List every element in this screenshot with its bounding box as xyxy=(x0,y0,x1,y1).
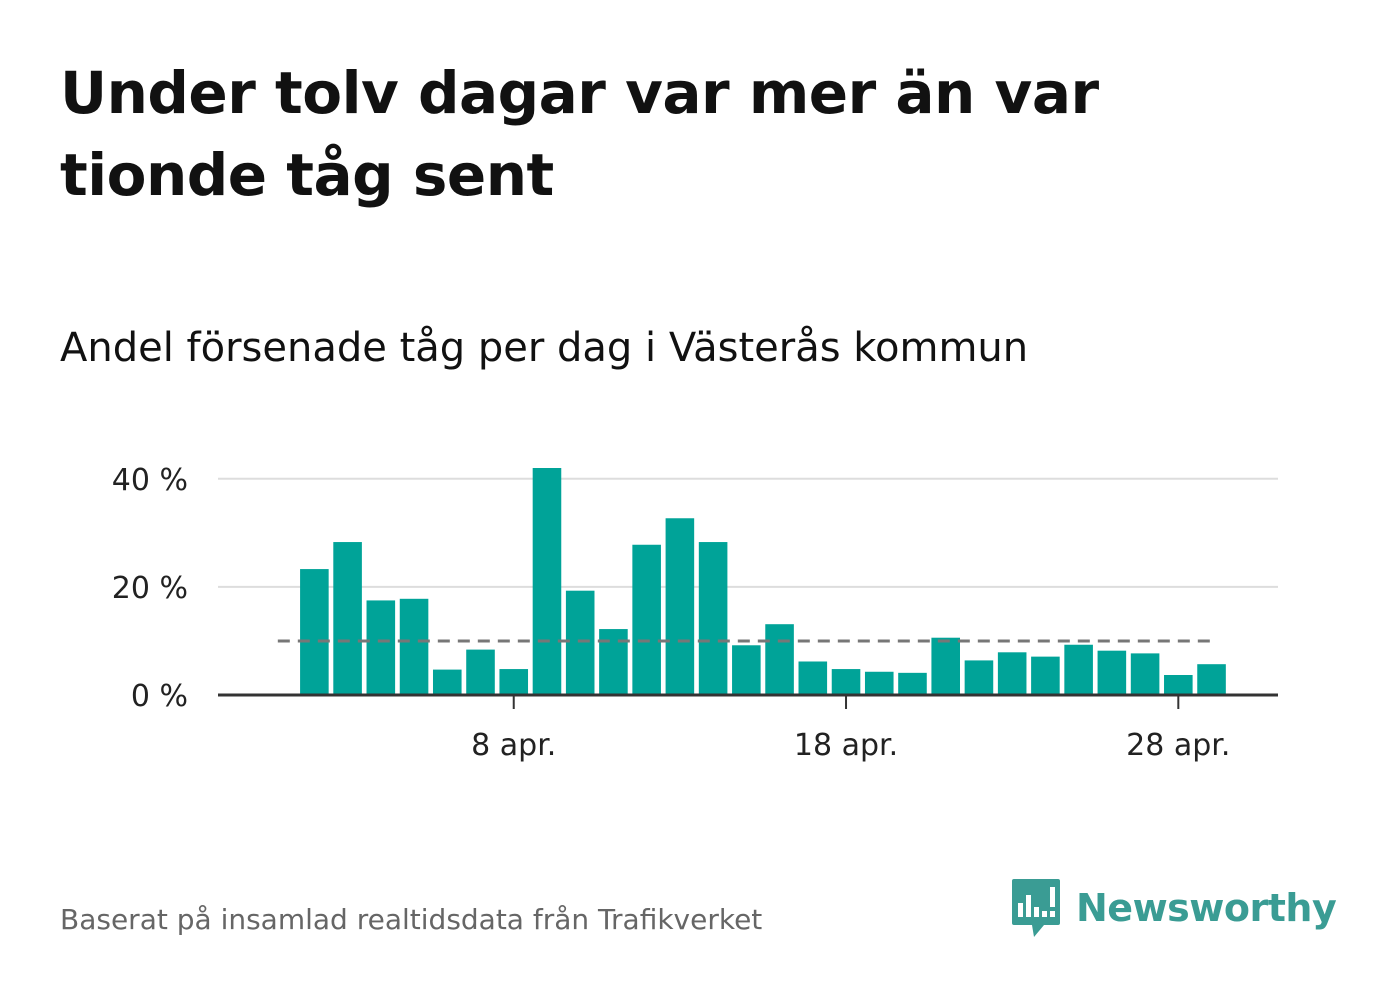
chart-subtitle: Andel försenade tåg per dag i Västerås k… xyxy=(60,325,1029,371)
bar xyxy=(1164,675,1193,695)
x-tick-label: 8 apr. xyxy=(471,728,556,763)
bar xyxy=(665,518,695,695)
bar xyxy=(499,669,529,695)
bar xyxy=(632,544,661,695)
y-tick-label: 40 % xyxy=(112,463,188,498)
bar xyxy=(798,661,828,695)
bar xyxy=(1031,656,1060,695)
bar xyxy=(864,671,894,695)
bar xyxy=(1097,650,1127,695)
bar xyxy=(931,637,960,695)
x-tick-label: 28 apr. xyxy=(1126,728,1230,763)
bar xyxy=(399,598,429,695)
headline: Under tolv dagar var mer än var tionde t… xyxy=(60,59,1099,209)
bar xyxy=(1130,653,1160,695)
bar xyxy=(333,542,362,695)
bar xyxy=(466,649,495,695)
bar xyxy=(997,652,1027,695)
bar xyxy=(532,468,562,695)
bar xyxy=(964,660,994,695)
bar xyxy=(765,624,794,695)
bar xyxy=(432,669,462,695)
bar xyxy=(732,645,761,695)
y-tick-label: 20 % xyxy=(112,571,188,606)
y-tick-label: 0 % xyxy=(131,679,188,714)
bar xyxy=(366,600,396,695)
bar xyxy=(898,672,927,695)
bar xyxy=(698,542,728,695)
brand[interactable]: Newsworthy xyxy=(1010,876,1337,940)
bar xyxy=(1064,644,1093,695)
bar-chart-speech-bubble-icon xyxy=(1012,879,1060,937)
bar xyxy=(599,629,628,695)
brand-name: Newsworthy xyxy=(1076,886,1337,930)
x-tick-label: 18 apr. xyxy=(794,728,898,763)
bar xyxy=(1197,664,1226,695)
source-note: Baserat på insamlad realtidsdata från Tr… xyxy=(60,903,763,936)
bar xyxy=(300,569,329,695)
bar xyxy=(565,590,595,695)
bar xyxy=(831,669,861,695)
